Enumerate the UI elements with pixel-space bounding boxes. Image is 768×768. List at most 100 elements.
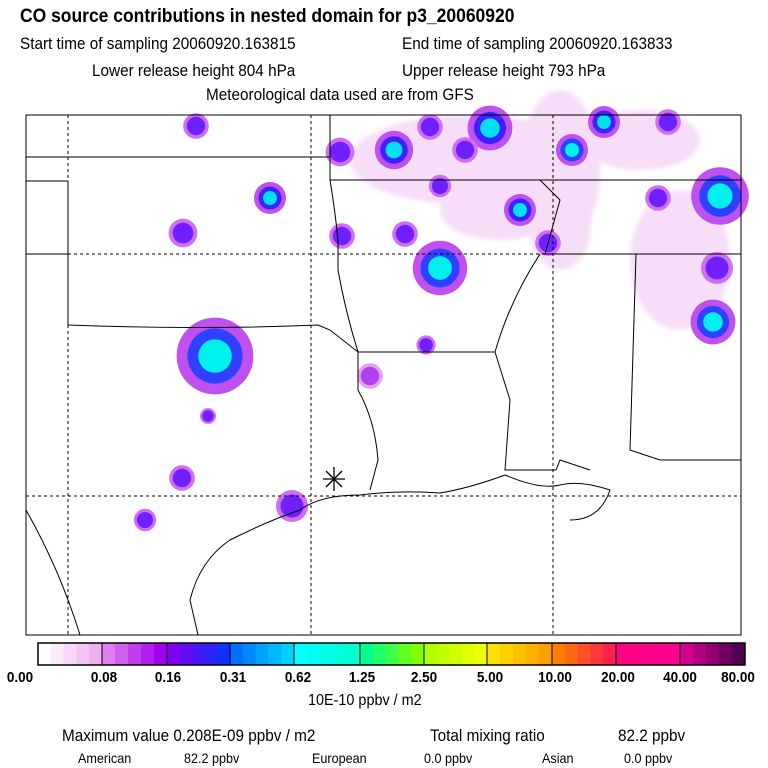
colorbar-swatch xyxy=(552,643,566,665)
plume-contour xyxy=(172,222,194,244)
colorbar-swatch xyxy=(577,643,591,665)
plume-contour xyxy=(202,410,214,422)
asian-value: 0.0 ppbv xyxy=(624,750,673,766)
asian-label: Asian xyxy=(542,750,574,766)
state-borders xyxy=(25,115,741,636)
colorbar-swatch xyxy=(230,643,244,665)
plume-contour xyxy=(658,112,678,132)
colorbar-swatch xyxy=(398,643,412,665)
colorbar-swatch xyxy=(667,643,681,665)
colorbar-swatch xyxy=(411,643,425,665)
colorbar-tick-label: 2.50 xyxy=(410,669,438,686)
colorbar-swatch xyxy=(641,643,655,665)
colorbar-swatch xyxy=(461,643,475,665)
plume-contour xyxy=(707,183,733,209)
colorbar-swatch xyxy=(706,643,720,665)
colorbar-swatch xyxy=(281,643,295,665)
lower-release-height: Lower release height 804 hPa xyxy=(92,61,296,80)
european-value: 0.0 ppbv xyxy=(424,750,473,766)
met-data-note: Meteorological data used are from GFS xyxy=(206,85,474,104)
colorbar-swatch xyxy=(539,643,553,665)
colorbar-outline xyxy=(37,642,746,666)
colorbar-swatch xyxy=(320,643,335,665)
colorbar-swatch xyxy=(307,643,321,665)
colorbar-swatch xyxy=(38,643,52,665)
colorbar-tick-label: 10.00 xyxy=(538,669,572,686)
plume-contour xyxy=(597,115,611,129)
maximum-value: Maximum value 0.208E-09 ppbv / m2 xyxy=(62,726,316,745)
colorbar-swatch xyxy=(268,643,282,665)
colorbar-swatch xyxy=(76,643,90,665)
plume-halo xyxy=(440,180,560,240)
colorbar-tick-label: 80.00 xyxy=(721,669,755,686)
colorbar-swatch xyxy=(436,643,450,665)
colorbar-swatch xyxy=(513,643,527,665)
colorbar-swatch xyxy=(217,643,231,665)
plume-contour xyxy=(172,468,192,488)
map-frame xyxy=(25,114,742,636)
plume-contour xyxy=(395,224,415,244)
plume-contour xyxy=(480,118,500,138)
plume-contour xyxy=(431,177,449,195)
plume-contour xyxy=(705,256,729,280)
european-label: European xyxy=(312,750,367,766)
colorbar-swatch xyxy=(154,643,168,665)
colorbar-tick-label: 0.62 xyxy=(284,669,312,686)
total-mixing-value: 82.2 ppbv xyxy=(618,726,686,745)
colorbar-swatch xyxy=(294,643,308,665)
colorbar-swatch xyxy=(333,643,348,665)
colorbar-tick-label: 0.08 xyxy=(90,669,118,686)
chart-title: CO source contributions in nested domain… xyxy=(20,6,515,27)
colorbar-swatch xyxy=(616,643,630,665)
colorbar-swatch xyxy=(719,643,733,665)
upper-release-height: Upper release height 793 hPa xyxy=(402,61,606,80)
colorbar-swatch xyxy=(526,643,540,665)
plume-layer xyxy=(133,90,749,532)
american-label: American xyxy=(78,750,132,766)
plume-halo xyxy=(630,190,730,330)
colorbar-swatch xyxy=(732,643,746,665)
colorbar-swatch xyxy=(179,643,193,665)
grid-lines xyxy=(26,115,741,635)
plume-contour xyxy=(703,312,723,332)
colorbar-swatch xyxy=(564,643,579,665)
plume-contour xyxy=(186,116,206,136)
plume-contour xyxy=(198,339,232,373)
colorbar-swatch xyxy=(487,643,501,665)
colorbar-unit-label: 10E-10 ppbv / m2 xyxy=(308,692,422,709)
colorbar-tick-label: 20.00 xyxy=(601,669,635,686)
colorbar-tick-label: 0.31 xyxy=(219,669,247,686)
colorbar-swatch xyxy=(167,643,181,665)
colorbar-tick-label: 5.00 xyxy=(476,669,504,686)
colorbar-swatch xyxy=(590,643,604,665)
colorbar-swatch xyxy=(115,643,129,665)
colorbar-swatch xyxy=(360,643,374,665)
colorbar-swatch xyxy=(680,643,694,665)
total-mixing-label: Total mixing ratio xyxy=(430,726,545,745)
colorbar-swatch xyxy=(141,643,155,665)
colorbar-swatch xyxy=(603,643,617,665)
plume-contour xyxy=(280,494,304,518)
colorbar-swatch xyxy=(192,643,206,665)
plume-contour xyxy=(263,191,277,205)
american-value: 82.2 ppbv xyxy=(184,750,240,766)
colorbar-swatch xyxy=(628,643,643,665)
colorbar-swatch xyxy=(204,643,218,665)
colorbar-swatch xyxy=(128,643,142,665)
plume-halo xyxy=(530,190,590,270)
end-time: End time of sampling 20060920.163833 xyxy=(402,34,673,53)
plume-contour xyxy=(565,143,579,157)
colorbar-swatch xyxy=(50,643,65,665)
plume-contour xyxy=(455,140,475,160)
colorbar-swatch xyxy=(255,643,269,665)
release-location-marker xyxy=(323,467,345,491)
plume-contour xyxy=(419,338,433,352)
colorbar-swatch xyxy=(500,643,514,665)
plume-contour xyxy=(420,117,440,137)
colorbar-swatch xyxy=(654,643,668,665)
colorbar-swatch xyxy=(102,643,116,665)
plume-contour xyxy=(648,188,668,208)
colorbar-swatch xyxy=(372,643,387,665)
colorbar xyxy=(37,642,746,666)
